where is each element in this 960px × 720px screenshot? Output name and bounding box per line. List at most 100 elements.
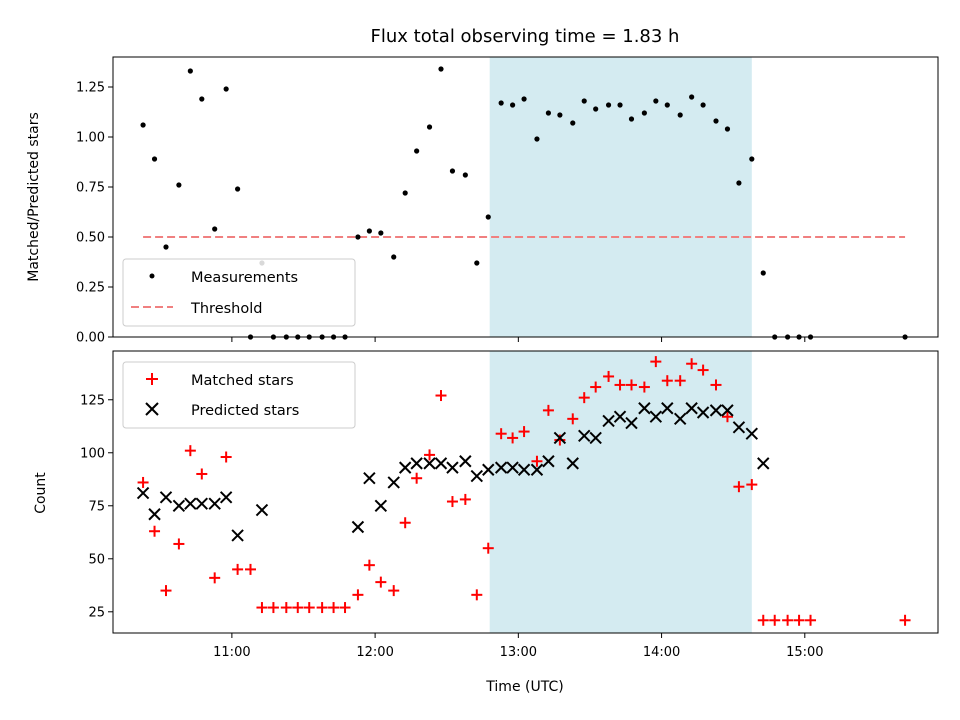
matched-stars-point	[625, 379, 637, 391]
matched-stars-point	[638, 381, 650, 393]
predicted-stars-point	[542, 455, 555, 468]
counts-panel: 25 50 75 100 125 11:00 12:00 13:00 14:00 15:00 C…	[33, 350, 939, 660]
predicted-stars-point	[423, 457, 436, 470]
matched-stars-point	[603, 370, 615, 382]
xtick-label: 15:00	[786, 645, 823, 660]
matched-stars-point	[686, 358, 698, 370]
predicted-stars-point	[351, 520, 365, 534]
predicted-stars-point	[184, 497, 197, 510]
predicted-stars-point	[136, 486, 150, 500]
ratio-panel-frame	[112, 56, 939, 338]
predicted-stars-point	[757, 457, 770, 470]
predicted-stars-point	[434, 457, 448, 470]
matched-stars-point	[328, 602, 340, 614]
xtick-label: 13:00	[500, 645, 537, 660]
measurements-point	[199, 96, 205, 102]
matched-stars-point	[339, 602, 351, 614]
measurements-point	[677, 112, 683, 118]
measurements-point	[462, 172, 468, 178]
predicted-stars-point	[482, 463, 495, 476]
measurements-point	[557, 112, 563, 118]
xtick-label: 11:00	[213, 645, 250, 660]
predicted-stars-point	[732, 421, 746, 434]
predicted-stars-point	[363, 472, 376, 485]
measurements-point	[653, 98, 659, 104]
matched-stars-point	[316, 602, 328, 614]
predicted-stars-point	[625, 416, 638, 430]
observing-window-ratio	[489, 57, 752, 337]
predicted-stars-point	[566, 457, 579, 470]
matched-stars-point	[482, 542, 494, 554]
predicted-stars-point	[673, 412, 687, 426]
matched-stars-point	[446, 496, 458, 508]
legend-predicted-label: Predicted stars	[191, 403, 299, 419]
predicted-stars-point	[696, 406, 710, 419]
legend-measurements-label: Measurements	[191, 270, 298, 286]
predicted-stars-point	[208, 497, 221, 510]
matched-stars-point	[375, 576, 387, 588]
predicted-stars-point	[649, 410, 663, 423]
matched-stars-point	[280, 602, 292, 614]
predicted-stars-point	[387, 476, 400, 489]
matched-stars-point	[245, 563, 256, 575]
matched-stars-point	[459, 493, 471, 505]
predicted-stars-point	[219, 491, 233, 504]
measurements-point	[628, 116, 635, 122]
predicted-stars-point	[578, 429, 591, 443]
matched-stars-point	[554, 434, 566, 446]
ratio-ytick-label: 1.00	[76, 131, 105, 146]
measurements-point	[223, 86, 229, 92]
ratio-ytick-label: 0.25	[76, 281, 105, 296]
predicted-stars-point	[410, 457, 423, 470]
measurements-point	[176, 182, 182, 188]
predicted-stars-point	[470, 469, 484, 483]
measurements-point	[402, 190, 408, 196]
xtick-label: 12:00	[356, 645, 393, 660]
matched-stars-point	[209, 572, 221, 584]
ratio-ylabel: Matched/Predicted stars	[26, 112, 42, 282]
ratio-ytick-label: 0.75	[76, 181, 105, 196]
counts-ytick-label: 100	[80, 446, 105, 461]
matched-stars-point	[232, 563, 244, 575]
matched-stars-point	[531, 455, 543, 467]
measurements-point	[545, 110, 552, 116]
measurements-point	[449, 168, 456, 174]
counts-legend: Matched stars Predicted stars	[122, 361, 356, 429]
predicted-stars-point	[530, 463, 544, 476]
predicted-stars-point	[685, 402, 698, 415]
matched-stars-point	[388, 585, 400, 597]
predicted-stars-point	[398, 461, 412, 474]
matched-stars-point	[899, 614, 911, 626]
matched-stars-point	[746, 479, 758, 491]
measurements-point	[641, 110, 647, 116]
matched-stars-point	[435, 390, 447, 402]
measurements-point	[485, 214, 491, 220]
measurements-point	[510, 102, 516, 108]
matched-stars-point	[303, 602, 315, 614]
matched-stars-point	[674, 375, 686, 387]
measurements-point	[391, 254, 397, 260]
matched-stars-point	[292, 602, 304, 614]
matched-stars-point	[793, 614, 805, 626]
predicted-stars-point	[159, 491, 173, 504]
measurements-point	[605, 102, 612, 108]
chart-title: Flux total observing time = 1.83 h	[371, 26, 680, 47]
measurements-point	[378, 230, 384, 236]
matched-stars-point	[411, 472, 423, 484]
measurements-point	[366, 228, 372, 234]
matched-stars-point	[256, 602, 268, 614]
matched-stars-point	[196, 468, 208, 480]
legend-matched-label: Matched stars	[191, 373, 294, 389]
matched-stars-point	[567, 413, 579, 425]
matched-stars-point	[220, 451, 232, 463]
measurements-point	[713, 118, 719, 124]
ratio-legend-box	[122, 258, 356, 327]
predicted-stars-point	[638, 402, 651, 415]
ratio-panel: 0.00 0.25 0.50 0.75 1.00 1.25 Matched/Predict…	[26, 56, 939, 346]
measurements-point	[151, 156, 158, 162]
predicted-stars-point	[589, 431, 602, 445]
matched-stars-point	[590, 381, 602, 393]
measurements-point	[570, 120, 576, 126]
measurements-point	[760, 270, 766, 276]
observing-window-counts	[489, 351, 752, 633]
